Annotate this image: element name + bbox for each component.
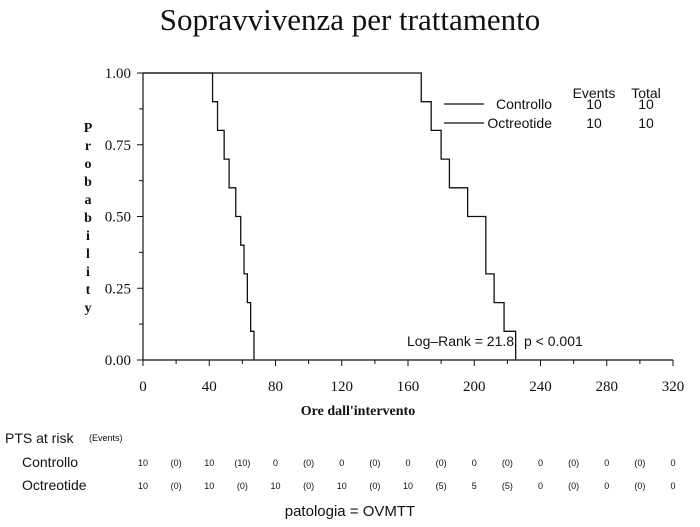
y-axis-title-letter: b	[84, 175, 92, 190]
risk-value: 0	[273, 458, 278, 468]
risk-value: 10	[138, 481, 148, 491]
legend-label-octreotide: Octreotide	[487, 115, 552, 131]
risk-value: 0	[472, 458, 477, 468]
x-tick-label: 120	[331, 379, 354, 395]
risk-row-label-octreotide: Octreotide	[22, 477, 87, 493]
legend-events-controllo: 10	[586, 96, 602, 112]
footer-note: patologia = OVMTT	[284, 503, 416, 520]
x-tick-label: 80	[268, 379, 283, 395]
p-value-annotation: p < 0.001	[524, 333, 583, 349]
y-tick-label: 1.00	[105, 66, 131, 82]
y-tick-label: 0.75	[105, 138, 131, 154]
risk-value: 5	[472, 481, 477, 491]
plot-curves	[143, 72, 517, 360]
x-tick-label: 280	[596, 379, 619, 395]
risk-row-label-controllo: Controllo	[22, 454, 78, 470]
legend: Events Total Controllo 10 10 Octreotide 10 10	[444, 85, 661, 131]
x-tick-label: 320	[662, 379, 685, 395]
risk-value: 0	[538, 458, 543, 468]
risk-value: (0)	[369, 481, 380, 491]
risk-table: PTS at risk (Events) Controllo 10 (0) 10 (10) 0…	[5, 430, 676, 493]
risk-value: (0)	[237, 481, 248, 491]
y-tick-label: 0.00	[105, 353, 131, 369]
y-axis-title-letter: y	[85, 301, 92, 316]
risk-value: 0	[670, 481, 675, 491]
risk-value: 0	[538, 481, 543, 491]
y-axis-title-letter: l	[86, 247, 90, 262]
risk-value: (0)	[369, 458, 380, 468]
risk-value: (0)	[171, 458, 182, 468]
x-axis-title: Ore dall'intervento	[301, 404, 415, 419]
risk-value: (0)	[502, 458, 513, 468]
risk-value: 10	[204, 481, 214, 491]
chart-title: Sopravvivenza per trattamento	[159, 2, 541, 37]
risk-value: (5)	[502, 481, 513, 491]
y-axis-title-letter: P	[84, 121, 93, 136]
risk-value: (0)	[303, 458, 314, 468]
y-tick-label: 0.25	[105, 281, 131, 297]
risk-value: 0	[604, 458, 609, 468]
x-tick-label: 160	[397, 379, 420, 395]
y-axis-title-letter: r	[85, 139, 91, 154]
legend-events-octreotide: 10	[586, 115, 602, 131]
risk-value: 10	[403, 481, 413, 491]
logrank-annotation: Log–Rank = 21.8	[407, 333, 514, 349]
risk-value: (0)	[436, 458, 447, 468]
risk-value: 10	[337, 481, 347, 491]
survival-curve-octreotide	[143, 72, 517, 360]
risk-value: 0	[339, 458, 344, 468]
annotation: Log–Rank = 21.8 p < 0.001	[407, 333, 583, 349]
y-axis-title-letter: b	[84, 211, 92, 226]
risk-value: (0)	[634, 481, 645, 491]
legend-total-controllo: 10	[638, 96, 654, 112]
risk-value: 0	[405, 458, 410, 468]
risk-value: 0	[670, 458, 675, 468]
risk-value: (5)	[436, 481, 447, 491]
risk-value: (10)	[234, 458, 250, 468]
survival-curve-controllo	[143, 72, 255, 360]
y-axis-title-letter: t	[86, 283, 91, 298]
y-axis-title-letter: a	[85, 193, 92, 208]
risk-value: (0)	[568, 481, 579, 491]
risk-value: (0)	[568, 458, 579, 468]
legend-label-controllo: Controllo	[496, 96, 552, 112]
risk-value: (0)	[634, 458, 645, 468]
risk-value: 10	[204, 458, 214, 468]
y-tick-label: 0.50	[105, 210, 131, 226]
legend-header-total: Total	[631, 85, 661, 101]
risk-value: 0	[604, 481, 609, 491]
risk-value: 10	[270, 481, 280, 491]
y-axis-title-letter: i	[86, 229, 90, 244]
x-tick-label: 240	[529, 379, 552, 395]
risk-value: (0)	[303, 481, 314, 491]
risk-table-events-label: (Events)	[89, 433, 123, 443]
risk-table-title: PTS at risk	[5, 430, 74, 446]
x-tick-label: 200	[463, 379, 486, 395]
legend-total-octreotide: 10	[638, 115, 654, 131]
x-tick-label: 40	[202, 379, 217, 395]
plot-axes: 0 40 80 120 160 200 240 280 320 0.00 0.25 0.50 0.75 1…	[84, 66, 685, 419]
risk-value: (0)	[171, 481, 182, 491]
y-axis-title-letter: i	[86, 265, 90, 280]
legend-header-events: Events	[573, 85, 616, 101]
x-tick-label: 0	[139, 379, 147, 395]
y-axis-title-letter: o	[85, 157, 92, 172]
risk-value: 10	[138, 458, 148, 468]
